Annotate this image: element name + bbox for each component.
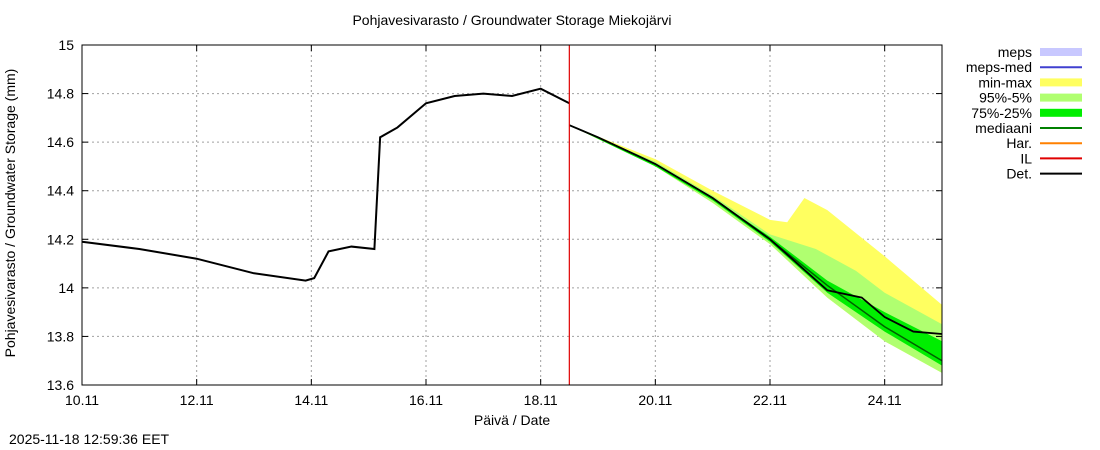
legend-label: mediaani [975, 120, 1032, 136]
legend-label: Det. [1006, 166, 1032, 182]
y-tick-label: 14.2 [47, 231, 74, 247]
det-forecast-line [568, 124, 943, 335]
det-line [81, 87, 570, 282]
legend-label: 95%-5% [979, 90, 1032, 106]
legend-label: min-max [978, 74, 1032, 90]
y-tick-label: 15 [58, 37, 74, 53]
y-tick-label: 14.8 [47, 86, 74, 102]
x-tick-label: 24.11 [868, 392, 902, 408]
x-tick-label: 12.11 [180, 392, 214, 408]
legend-swatch [1040, 93, 1082, 102]
band-95-5 [569, 125, 942, 373]
legend-swatch [1040, 48, 1082, 56]
legend-label: Har. [1006, 135, 1032, 151]
x-axis-label: Päivä / Date [473, 412, 551, 428]
legend-label: meps-med [966, 59, 1032, 75]
plot-border [81, 44, 943, 386]
legend-swatch [1040, 78, 1082, 87]
x-tick-label: 10.11 [65, 392, 99, 408]
legend-label: meps [998, 44, 1032, 60]
legend-swatch [1040, 108, 1082, 117]
band-75-25 [569, 125, 942, 366]
x-tick-label: 22.11 [753, 392, 787, 408]
x-tick-label: 16.11 [409, 392, 443, 408]
y-tick-label: 14.6 [47, 134, 74, 150]
y-tick-label: 14.4 [47, 183, 74, 199]
timestamp: 2025-11-18 12:59:36 EET [9, 431, 170, 447]
y-tick-label: 13.8 [47, 328, 74, 344]
x-tick-label: 18.11 [524, 392, 558, 408]
y-tick-label: 13.6 [47, 377, 74, 393]
x-tick-label: 14.11 [294, 392, 328, 408]
legend-label: IL [1020, 150, 1032, 166]
x-tick-label: 20.11 [638, 392, 672, 408]
chart-title: Pohjavesivarasto / Groundwater Storage M… [352, 12, 672, 28]
y-tick-label: 14 [58, 280, 74, 296]
legend-label: 75%-25% [971, 105, 1032, 121]
